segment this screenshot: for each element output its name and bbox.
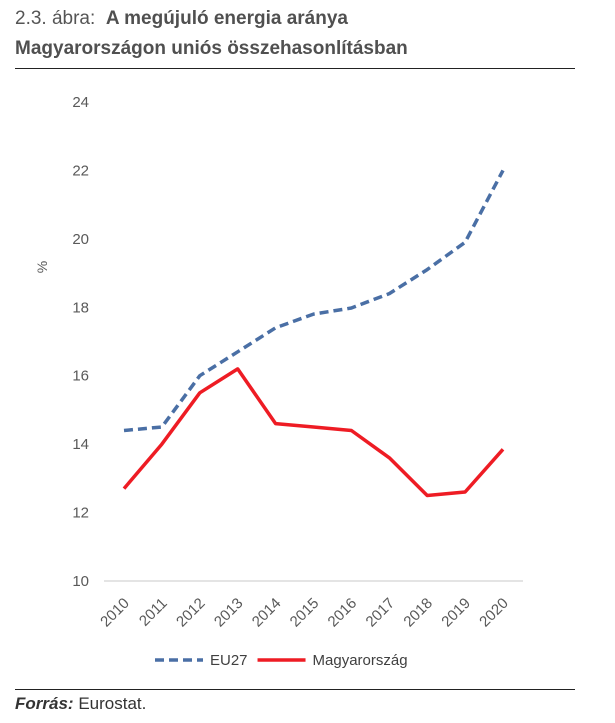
figure-title: 2.3. ábra: A megújuló energia aránya Mag… xyxy=(15,4,575,64)
y-axis-label: % xyxy=(34,261,50,273)
y-axis: 10 12 14 16 18 20 22 24 xyxy=(72,94,89,590)
y-tick-label: 20 xyxy=(72,231,89,248)
y-tick-label: 14 xyxy=(72,436,89,453)
title-divider xyxy=(15,68,575,69)
figure-title-line-1: 2.3. ábra: A megújuló energia aránya xyxy=(15,4,575,34)
legend-label: Magyarország xyxy=(313,652,408,669)
chart-legend: EU27 Magyarország xyxy=(155,652,408,669)
series-line-magyarorsz-g xyxy=(122,367,505,498)
x-tick-label: 2012 xyxy=(173,595,209,631)
y-tick-label: 24 xyxy=(72,94,89,111)
x-tick-label: 2016 xyxy=(325,595,361,631)
source-label: Forrás: xyxy=(15,694,74,713)
x-tick-label: 2017 xyxy=(363,595,399,631)
y-tick-label: 10 xyxy=(72,573,89,590)
series-line-eu27 xyxy=(123,169,505,433)
x-tick-label: 2019 xyxy=(438,595,474,631)
x-tick-label: 2014 xyxy=(249,595,285,631)
source-text: Eurostat. xyxy=(78,694,147,713)
y-tick-label: 18 xyxy=(72,299,89,316)
legend-label: EU27 xyxy=(210,652,248,669)
x-tick-label: 2015 xyxy=(287,595,323,631)
figure-number: 2.3. ábra: xyxy=(15,8,96,29)
x-tick-label: 2018 xyxy=(400,595,436,631)
y-tick-label: 12 xyxy=(72,505,89,522)
x-tick-label: 2020 xyxy=(476,595,512,631)
x-tick-label: 2011 xyxy=(136,595,171,630)
figure-title-text-2: Magyarországon uniós összehasonlításban xyxy=(15,38,408,59)
series-layer xyxy=(122,169,505,498)
figure-title-text-1: A megújuló energia aránya xyxy=(105,8,348,29)
x-axis: 2010 2011 2012 2013 2014 2015 2016 2017 2018 2019… xyxy=(97,580,523,631)
y-tick-label: 22 xyxy=(72,162,89,179)
x-tick-label: 2013 xyxy=(211,595,247,631)
x-tick-label: 2010 xyxy=(97,595,133,631)
source-note: Forrás: Eurostat. xyxy=(15,694,146,714)
y-tick-label: 16 xyxy=(72,368,89,385)
source-divider xyxy=(15,689,575,690)
